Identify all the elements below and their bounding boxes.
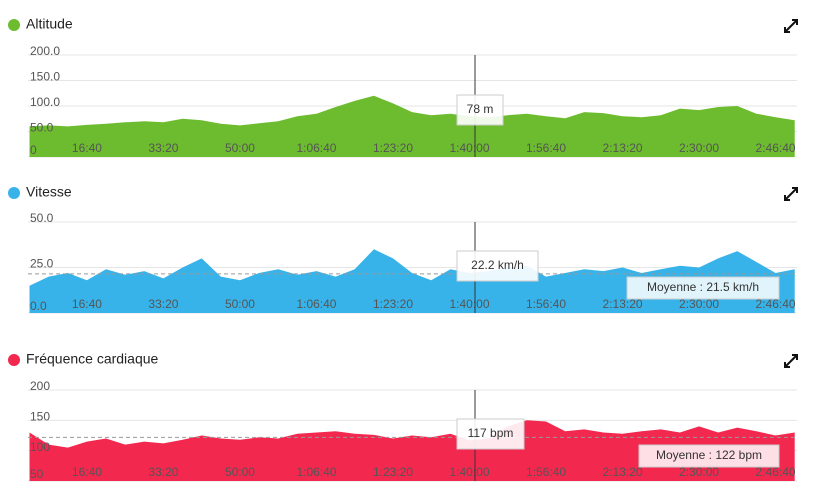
y-tick-label: 150.0 xyxy=(30,70,60,84)
x-tick-label: 50:00 xyxy=(225,141,255,155)
title-dot xyxy=(8,354,20,366)
expand-arrow xyxy=(784,19,798,33)
x-tick-label: 1:23:20 xyxy=(373,141,413,155)
x-tick-label: 2:30:00 xyxy=(679,297,719,311)
title-dot xyxy=(8,187,20,199)
x-tick-label: 2:13:20 xyxy=(603,297,643,311)
tooltip-box xyxy=(456,94,504,126)
y-tick-label: 0.0 xyxy=(30,299,47,313)
x-tick-label: 2:46:40 xyxy=(756,465,796,479)
x-tick-label: 1:56:40 xyxy=(526,465,566,479)
x-tick-label: 50:00 xyxy=(225,465,255,479)
x-tick-label: 2:46:40 xyxy=(756,297,796,311)
x-tick-label: 1:06:40 xyxy=(296,297,336,311)
y-tick-label: 25.0 xyxy=(30,257,54,271)
chart-title: Vitesse xyxy=(26,184,72,200)
x-tick-label: 16:40 xyxy=(72,465,102,479)
x-tick-label: 16:40 xyxy=(72,297,102,311)
title-dot xyxy=(8,19,20,31)
y-tick-label: 200.0 xyxy=(30,44,60,58)
y-tick-label: 150 xyxy=(30,410,50,424)
y-tick-label: 50.0 xyxy=(30,211,54,225)
expand-arrow xyxy=(784,187,798,201)
average-box xyxy=(626,276,780,300)
expand-arrow xyxy=(784,354,798,368)
y-tick-label: 50 xyxy=(30,467,44,481)
x-tick-label: 1:06:40 xyxy=(296,141,336,155)
x-tick-label: 1:56:40 xyxy=(526,297,566,311)
chart-title: Altitude xyxy=(26,16,73,32)
expand-icon[interactable] xyxy=(784,187,798,201)
chart-title: Fréquence cardiaque xyxy=(26,351,159,367)
expand-icon[interactable] xyxy=(784,19,798,33)
x-tick-label: 1:56:40 xyxy=(526,141,566,155)
x-tick-label: 1:40:00 xyxy=(449,465,489,479)
x-tick-label: 2:13:20 xyxy=(603,141,643,155)
x-tick-label: 2:46:40 xyxy=(756,141,796,155)
tooltip-label: 117 bpm xyxy=(468,426,514,440)
x-tick-label: 2:30:00 xyxy=(679,465,719,479)
average-box xyxy=(638,444,780,468)
y-tick-label: 200 xyxy=(30,379,50,393)
tooltip-label: 22.2 km/h xyxy=(471,258,524,272)
x-tick-label: 1:06:40 xyxy=(296,465,336,479)
area xyxy=(29,95,795,157)
y-tick-label: 100.0 xyxy=(30,95,60,109)
x-tick-label: 50:00 xyxy=(225,297,255,311)
x-tick-label: 1:40:00 xyxy=(449,297,489,311)
average-label: Moyenne : 122 bpm xyxy=(656,448,762,462)
x-tick-label: 1:40:00 xyxy=(449,141,489,155)
x-tick-label: 2:30:00 xyxy=(679,141,719,155)
x-tick-label: 33:20 xyxy=(148,297,178,311)
y-tick-label: 0 xyxy=(30,143,37,157)
x-tick-label: 1:23:20 xyxy=(373,465,413,479)
x-tick-label: 33:20 xyxy=(148,465,178,479)
tooltip-box xyxy=(456,250,539,282)
tooltip-box xyxy=(456,418,525,450)
tooltip-label: 78 m xyxy=(467,102,494,116)
area xyxy=(29,420,795,481)
x-tick-label: 33:20 xyxy=(148,141,178,155)
y-tick-label: 100 xyxy=(30,440,50,454)
average-label: Moyenne : 21.5 km/h xyxy=(647,280,759,294)
y-tick-label: 50.0 xyxy=(30,121,54,135)
area xyxy=(29,249,795,313)
x-tick-label: 2:13:20 xyxy=(603,465,643,479)
x-tick-label: 16:40 xyxy=(72,141,102,155)
expand-icon[interactable] xyxy=(784,354,798,368)
x-tick-label: 1:23:20 xyxy=(373,297,413,311)
